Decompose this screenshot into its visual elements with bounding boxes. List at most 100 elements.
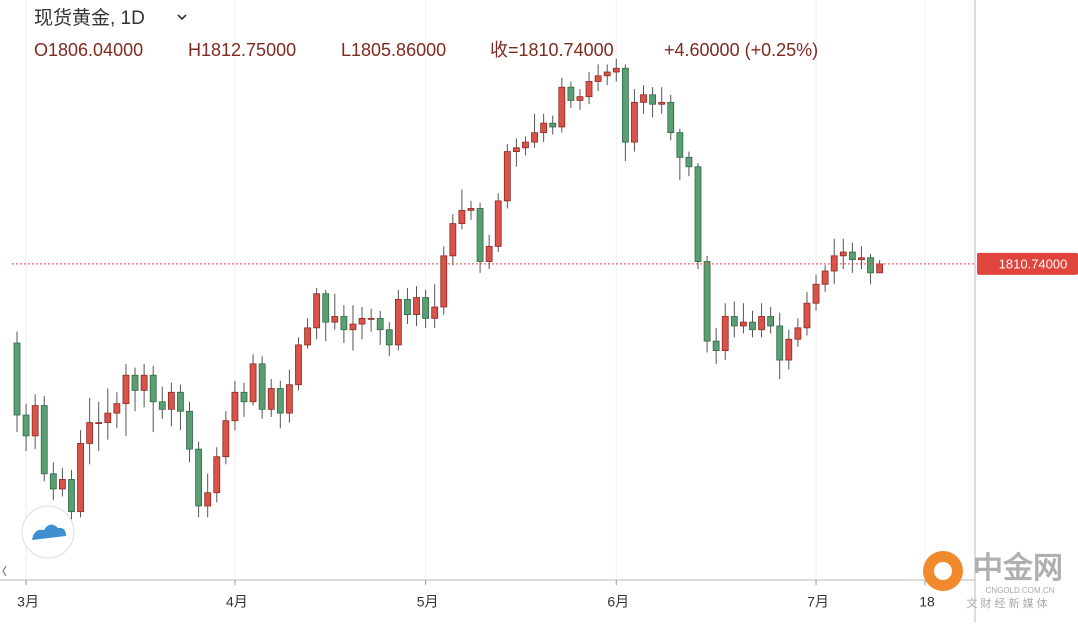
candle-body [449, 223, 457, 257]
candle-body [649, 94, 656, 105]
candle-body [304, 327, 311, 346]
candle-body [276, 388, 284, 414]
candle-body [249, 363, 257, 403]
candle-body [839, 251, 847, 257]
candle-body [658, 101, 666, 105]
candle-body [685, 156, 693, 168]
ohlc-value: L1805.86000 [341, 40, 446, 60]
candle-body [122, 374, 130, 405]
candle-body [485, 245, 493, 262]
candle-body [13, 342, 21, 416]
candle-body [95, 422, 103, 425]
candle-body [867, 257, 874, 274]
candle-body [621, 67, 629, 143]
candle-body [631, 101, 638, 143]
candle-body [213, 456, 221, 494]
candle-body [240, 391, 248, 403]
interval-chevron[interactable] [177, 14, 187, 21]
candle-body [40, 405, 48, 475]
candle-body [49, 473, 57, 490]
candle-body [640, 94, 647, 103]
x-tick-label: 4月 [226, 594, 248, 610]
candle-body [231, 391, 239, 422]
candle-body [195, 448, 203, 507]
candle-body [22, 414, 30, 437]
candle-body [721, 316, 729, 351]
candle-body [476, 208, 484, 262]
candle-body [222, 420, 230, 458]
candle-body [712, 340, 720, 351]
candle-body [149, 374, 157, 403]
candle-body [603, 71, 611, 77]
candle-body [340, 316, 348, 331]
ohlc-value: 收=1810.74000 [490, 40, 614, 60]
x-tick-label: 7月 [807, 594, 829, 610]
candle-body [140, 374, 148, 391]
candle-body [413, 297, 420, 315]
candle-body [821, 270, 829, 285]
candle-body [467, 208, 475, 211]
ohlc-value: H1812.75000 [188, 40, 296, 60]
candle-body [404, 299, 411, 315]
ohlc-value: O1806.04000 [34, 40, 143, 60]
candle-body [167, 391, 175, 410]
candle-body [367, 317, 375, 320]
candle-body [186, 410, 193, 450]
candle-body [431, 306, 439, 319]
candle-body [204, 492, 212, 507]
candle-body [594, 75, 602, 82]
x-tick-label: 3月 [17, 594, 39, 610]
watermark-name: 中金网 [973, 551, 1063, 585]
candle-body [876, 263, 883, 274]
candle-body [59, 479, 66, 490]
candle-body [313, 293, 321, 329]
candle-body [358, 317, 366, 325]
scroll-left[interactable] [2, 565, 7, 577]
candle-body [267, 388, 275, 410]
candle-body [331, 316, 339, 323]
candle-body [812, 283, 820, 304]
candle-body [394, 299, 402, 346]
watermark-site: CNGOLD.COM.CN [986, 586, 1055, 595]
candle-body [68, 479, 75, 513]
candle-body [794, 327, 802, 340]
candle-body [667, 101, 675, 134]
candle-body [576, 96, 584, 101]
candle-body [758, 316, 765, 331]
candle-body [86, 422, 94, 444]
candle-body [730, 316, 738, 327]
candle-body [458, 209, 466, 225]
candle-body [285, 384, 293, 414]
candle-body [113, 403, 121, 414]
watermark-tagline: 文 财 经 新 媒 体 [966, 596, 1047, 610]
candle-body [503, 151, 511, 202]
candle-body [376, 317, 384, 331]
candle-body [694, 166, 702, 262]
candle-body [549, 122, 557, 128]
candle-body [349, 323, 357, 331]
candle-body [522, 141, 529, 149]
candle-body [749, 321, 756, 331]
watermark-logo-inner [934, 562, 952, 580]
logo-cloud[interactable] [32, 524, 66, 540]
candle-body [513, 147, 520, 153]
x-tick-label: 6月 [607, 594, 629, 610]
candle-body [322, 293, 330, 323]
ohlc-header: O1806.04000 H1812.75000 L1805.86000 收=1810.… [34, 40, 818, 60]
ohlc-value: +4.60000 (+0.25%) [664, 40, 818, 60]
logo-button[interactable] [21, 505, 75, 559]
candle-body [803, 302, 811, 329]
candle-body [177, 391, 184, 412]
candle-body [295, 344, 302, 386]
candle-body [776, 325, 784, 361]
candle-body [104, 412, 112, 424]
candle-body [740, 321, 747, 327]
candle-body [77, 443, 84, 513]
candle-body [567, 86, 575, 101]
candle-body [440, 255, 448, 308]
candle-body [385, 329, 393, 346]
candle-body [858, 257, 865, 261]
candle-body [540, 122, 548, 134]
